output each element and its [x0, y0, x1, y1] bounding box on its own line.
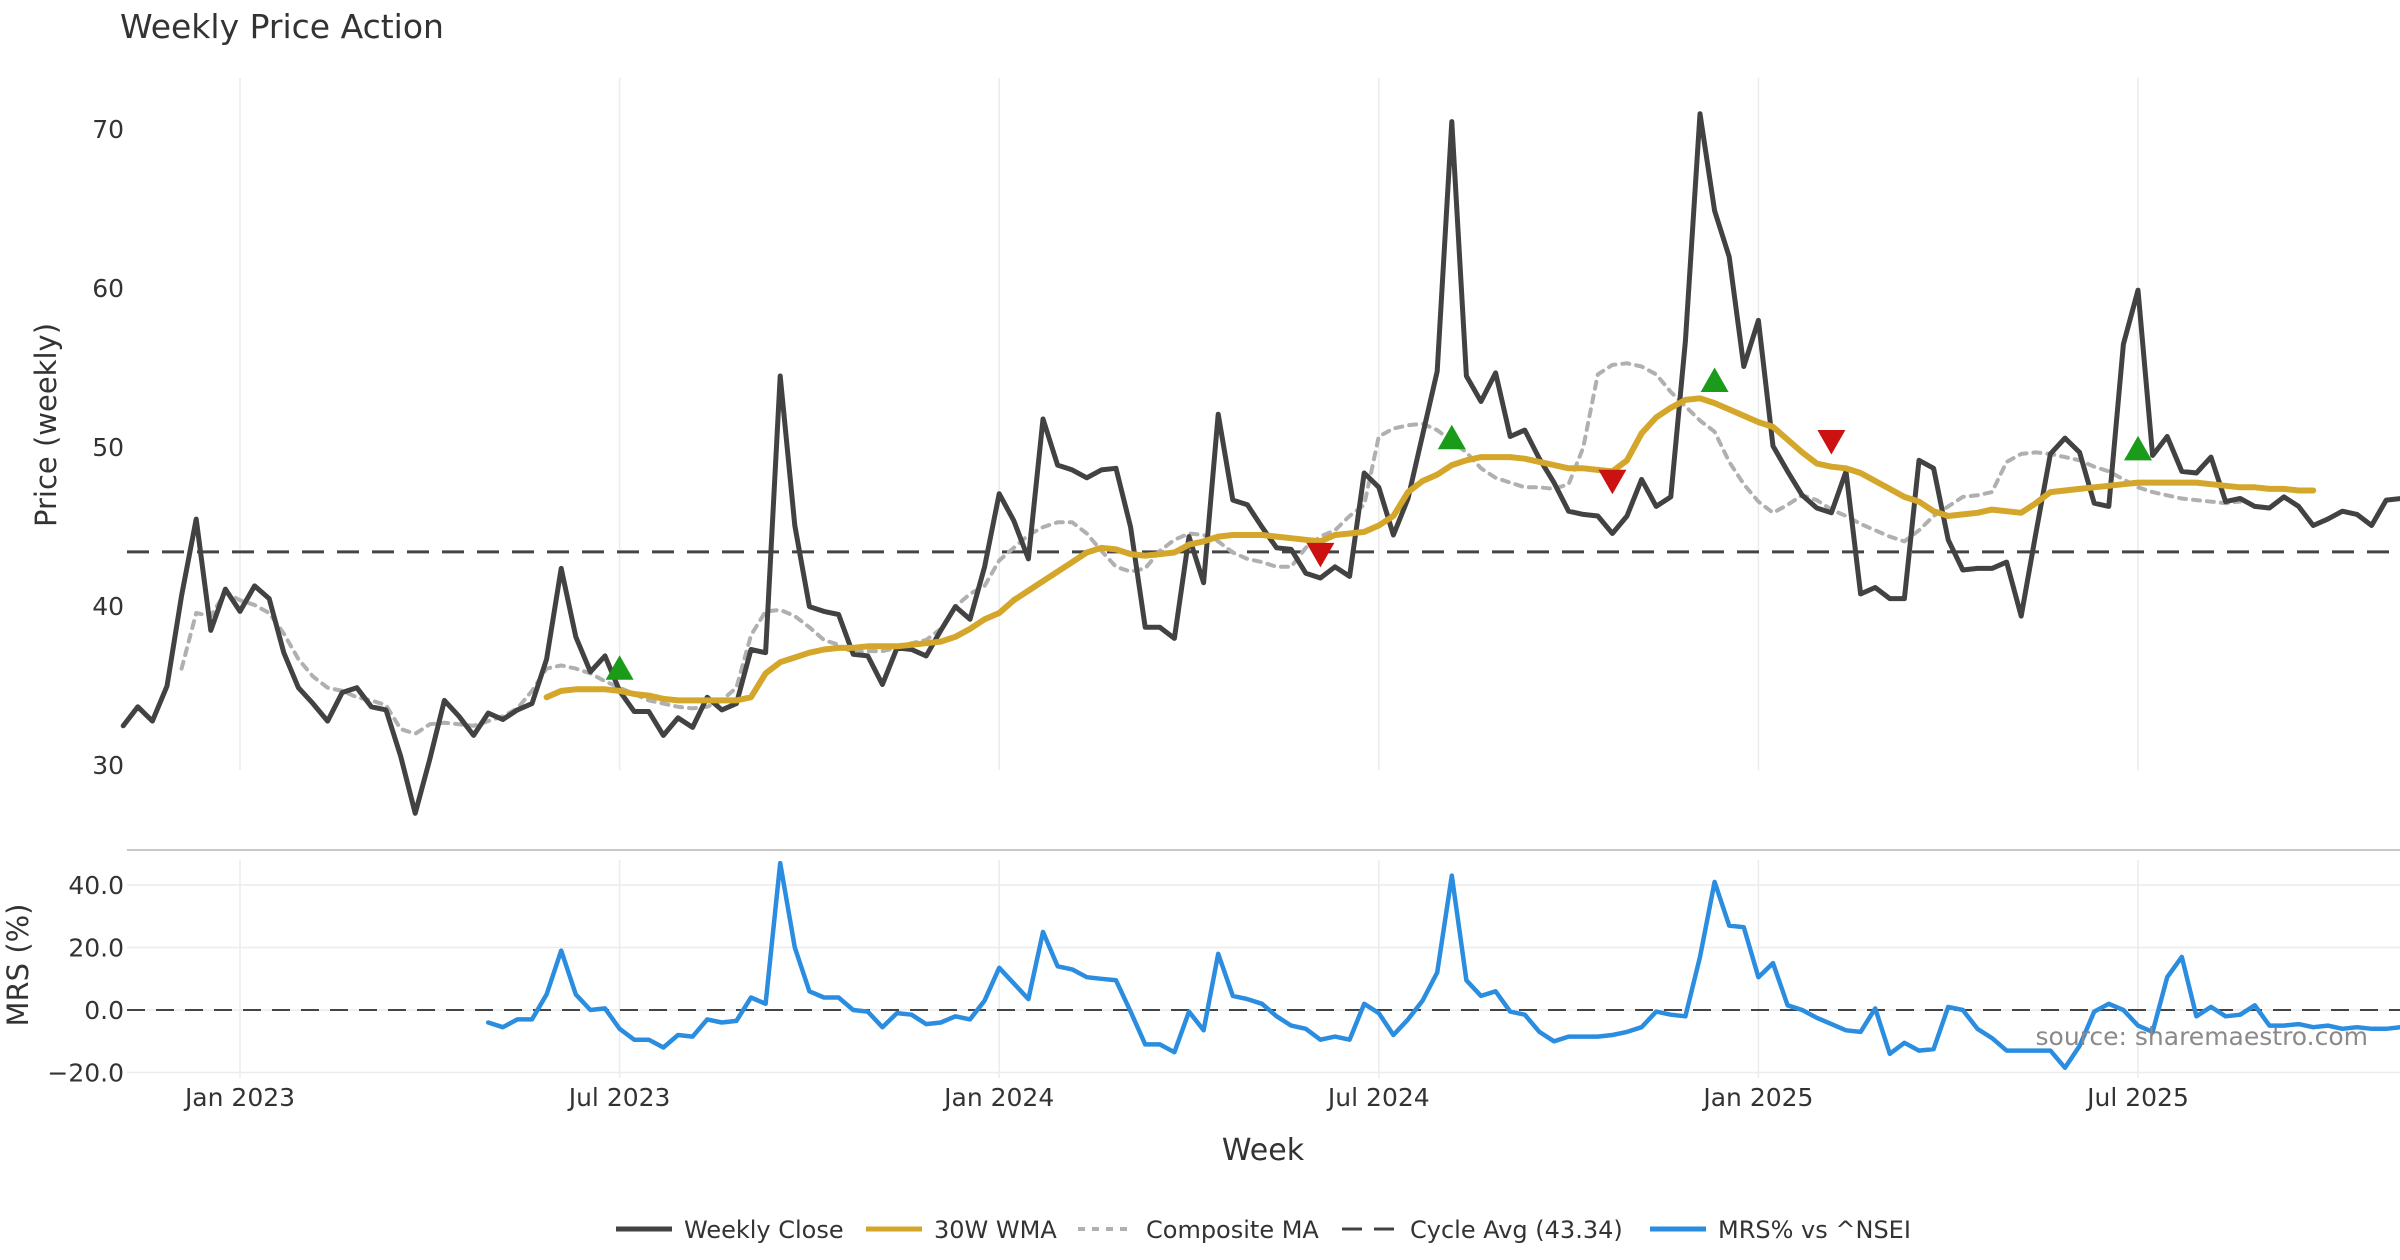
price-y-tick-70: 70: [92, 115, 124, 144]
sell-marker-5: [1817, 430, 1846, 455]
x-axis-label: Week: [1222, 1133, 1305, 1168]
buy-marker-4: [1700, 367, 1729, 393]
sell-marker-1: [1306, 542, 1335, 568]
price-y-tick-30: 30: [92, 751, 124, 780]
price-y-tick-50: 50: [92, 433, 124, 462]
series-weekly-close: [120, 111, 2400, 816]
signal-markers: [605, 367, 2152, 680]
mrs-y-axis: 40.0 20.0 0.0 −20.0: [47, 871, 124, 1088]
legend-label-3: Cycle Avg (43.34): [1410, 1216, 1623, 1244]
chart-title: Weekly Price Action: [120, 7, 444, 46]
price-y-axis: 30 40 50 60 70: [92, 115, 124, 780]
legend-label-4: MRS% vs ^NSEI: [1718, 1216, 1911, 1244]
legend-label-2: Composite MA: [1146, 1216, 1319, 1244]
price-series-group: [120, 111, 2400, 816]
price-y-tick-60: 60: [92, 274, 124, 303]
x-tick-1: Jul 2023: [567, 1083, 671, 1112]
sell-marker-3: [1598, 469, 1627, 495]
series-30w-wma: [543, 395, 2317, 704]
mrs-y-tick-1: 20.0: [68, 934, 124, 963]
buy-marker-6: [2124, 435, 2152, 461]
mrs-y-tick-3: −20.0: [47, 1059, 124, 1088]
mrs-y-tick-2: 0.0: [84, 996, 124, 1025]
mrs-series-group: [485, 860, 2400, 1071]
mrs-y-axis-label: MRS (%): [1, 904, 35, 1027]
price-y-tick-40: 40: [92, 592, 124, 621]
legend: Weekly Close 30W WMA Composite MA Cycle Avg…: [616, 1216, 1911, 1244]
x-tick-3: Jul 2024: [1326, 1083, 1430, 1112]
legend-label-0: Weekly Close: [684, 1216, 844, 1244]
mrs-y-tick-0: 40.0: [68, 871, 124, 900]
price-y-axis-label: Price (weekly): [29, 323, 63, 527]
x-tick-5: Jul 2025: [2085, 1083, 2189, 1112]
legend-label-1: 30W WMA: [934, 1216, 1057, 1244]
x-tick-4: Jan 2025: [1701, 1083, 1813, 1112]
x-axis: Jan 2023 Jul 2023 Jan 2024 Jul 2024 Jan 2025…: [183, 1083, 2189, 1112]
buy-marker-2: [1437, 424, 1466, 450]
buy-marker-0: [605, 655, 634, 680]
series-mrs-vs-nsei: [485, 860, 2400, 1071]
x-tick-2: Jan 2024: [942, 1083, 1054, 1112]
x-tick-0: Jan 2023: [183, 1083, 295, 1112]
watermark: source: sharemaestro.com: [2036, 1022, 2369, 1051]
